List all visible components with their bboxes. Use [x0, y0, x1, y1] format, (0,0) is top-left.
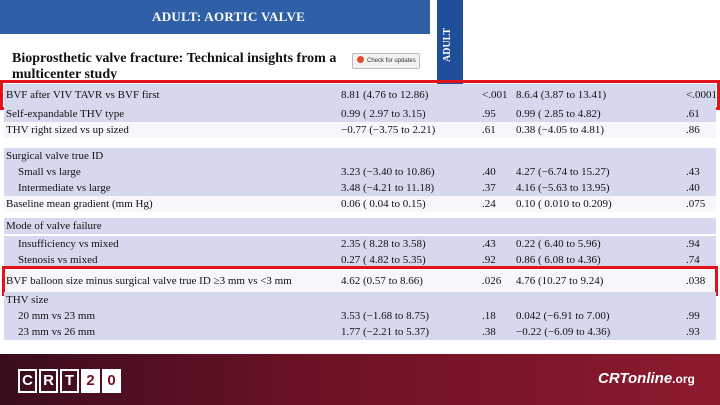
p-value-1: <.001: [482, 89, 508, 101]
table-row: Insufficiency vs mixed 2.35 ( 8.28 to 3.5…: [4, 236, 716, 252]
row-label: BVF after VIV TAVR vs BVF first: [6, 89, 160, 101]
estimate-2: 8.6.4 (3.87 to 13.41): [516, 89, 607, 101]
table-row: BVF balloon size minus surgical valve tr…: [4, 270, 716, 292]
row-label: Intermediate vs large: [18, 182, 111, 194]
row-label: THV right sized vs up sized: [6, 124, 129, 136]
estimate-1: 4.62 (0.57 to 8.66): [341, 275, 423, 287]
p-value-2: .43: [686, 166, 700, 178]
p-value-2: .40: [686, 182, 700, 194]
journal-side-tab: ADULT: [437, 0, 463, 84]
logo-letter-r: R: [39, 369, 58, 393]
estimate-2: 0.38 (−4.05 to 4.81): [516, 124, 605, 136]
row-label: Mode of valve failure: [6, 220, 102, 232]
estimate-2: 0.86 ( 6.08 to 4.36): [516, 254, 601, 266]
p-value-1: .40: [482, 166, 496, 178]
estimate-1: 2.35 ( 8.28 to 3.58): [341, 238, 426, 250]
table-row: THV right sized vs up sized −0.77 (−3.75 …: [4, 122, 716, 138]
p-value-2: .94: [686, 238, 700, 250]
p-value-2: .74: [686, 254, 700, 266]
check-for-updates-badge[interactable]: Check for updates: [352, 53, 420, 69]
estimate-1: 8.81 (4.76 to 12.86): [341, 89, 429, 101]
logo-digit-0: 0: [102, 369, 121, 393]
p-value-2: .075: [686, 198, 706, 210]
estimate-1: −0.77 (−3.75 to 2.21): [341, 124, 436, 136]
table-row: BVF after VIV TAVR vs BVF first 8.81 (4.7…: [4, 84, 717, 106]
table-row: Small vs large 3.23 (−3.40 to 10.86) .40 4.…: [4, 164, 716, 180]
row-label: THV size: [6, 294, 49, 306]
estimate-1: 0.06 ( 0.04 to 0.15): [341, 198, 426, 210]
estimate-2: 0.042 (−6.91 to 7.00): [516, 310, 610, 322]
table-row: 20 mm vs 23 mm 3.53 (−1.68 to 8.75) .18 0.0…: [4, 308, 716, 324]
crtonline-tail: .org: [672, 372, 695, 386]
table-row: Surgical valve true ID: [4, 148, 716, 164]
row-label: BVF balloon size minus surgical valve tr…: [6, 275, 292, 287]
table-row: Intermediate vs large 3.48 (−4.21 to 11.1…: [4, 180, 716, 196]
p-value-1: .95: [482, 108, 496, 120]
row-label: Stenosis vs mixed: [18, 254, 98, 266]
table-row: Mode of valve failure: [4, 218, 716, 234]
p-value-1: .43: [482, 238, 496, 250]
row-label: Small vs large: [18, 166, 81, 178]
estimate-2: 4.76 (10.27 to 9.24): [516, 275, 604, 287]
p-value-1: .92: [482, 254, 496, 266]
logo-letter-c: C: [18, 369, 37, 393]
estimate-1: 3.23 (−3.40 to 10.86): [341, 166, 435, 178]
estimate-1: 3.48 (−4.21 to 11.18): [341, 182, 435, 194]
journal-header-band: ADULT: AORTIC VALVE: [0, 0, 430, 34]
estimate-1: 0.99 ( 2.97 to 3.15): [341, 108, 426, 120]
p-value-2: .86: [686, 124, 700, 136]
row-label: Baseline mean gradient (mm Hg): [6, 198, 153, 210]
crtonline-main: CRTonline: [598, 370, 673, 387]
journal-section-label: ADULT: AORTIC VALVE: [152, 9, 306, 24]
logo-digit-2: 2: [81, 369, 100, 393]
results-table: BVF after VIV TAVR vs BVF first 8.81 (4.7…: [0, 80, 720, 344]
table-row: Baseline mean gradient (mm Hg) 0.06 ( 0.0…: [4, 196, 716, 212]
estimate-2: −0.22 (−6.09 to 4.36): [516, 326, 611, 338]
p-value-2: .61: [686, 108, 700, 120]
estimate-1: 3.53 (−1.68 to 8.75): [341, 310, 430, 322]
logo-letter-t: T: [60, 369, 79, 393]
p-value-1: .61: [482, 124, 496, 136]
updates-badge-label: Check for updates: [367, 58, 416, 64]
row-label: Insufficiency vs mixed: [18, 238, 119, 250]
side-tab-label: ADULT: [442, 27, 453, 62]
paper-title: Bioprosthetic valve fracture: Technical …: [12, 51, 337, 82]
table-row: 23 mm vs 26 mm 1.77 (−2.21 to 5.37) .38 −0.…: [4, 324, 716, 340]
p-value-1: .24: [482, 198, 496, 210]
updates-icon: [357, 56, 364, 63]
estimate-2: 0.22 ( 6.40 to 5.96): [516, 238, 601, 250]
estimate-2: 4.16 (−5.63 to 13.95): [516, 182, 610, 194]
row-label: 23 mm vs 26 mm: [18, 326, 96, 338]
row-label: Surgical valve true ID: [6, 150, 104, 162]
estimate-2: 0.99 ( 2.85 to 4.82): [516, 108, 601, 120]
table-row: Self-expandable THV type 0.99 ( 2.97 to 3…: [4, 106, 716, 122]
p-value-2: .93: [686, 326, 700, 338]
p-value-1: .37: [482, 182, 496, 194]
row-label: Self-expandable THV type: [6, 108, 125, 120]
table-row: THV size: [4, 292, 716, 308]
row-label: 20 mm vs 23 mm: [18, 310, 96, 322]
estimate-1: 0.27 ( 4.82 to 5.35): [341, 254, 426, 266]
estimate-2: 4.27 (−6.74 to 15.27): [516, 166, 610, 178]
p-value-1: .38: [482, 326, 496, 338]
p-value-1: .18: [482, 310, 496, 322]
estimate-2: 0.10 ( 0.010 to 0.209): [516, 198, 612, 210]
crtonline-logo: CRTonline.org: [598, 370, 695, 387]
p-value-2: <.0001: [686, 89, 717, 101]
p-value-1: .026: [482, 275, 502, 287]
p-value-2: .99: [686, 310, 700, 322]
table-row: Stenosis vs mixed 0.27 ( 4.82 to 5.35) .92…: [4, 252, 716, 268]
estimate-1: 1.77 (−2.21 to 5.37): [341, 326, 430, 338]
p-value-2: .038: [686, 275, 706, 287]
